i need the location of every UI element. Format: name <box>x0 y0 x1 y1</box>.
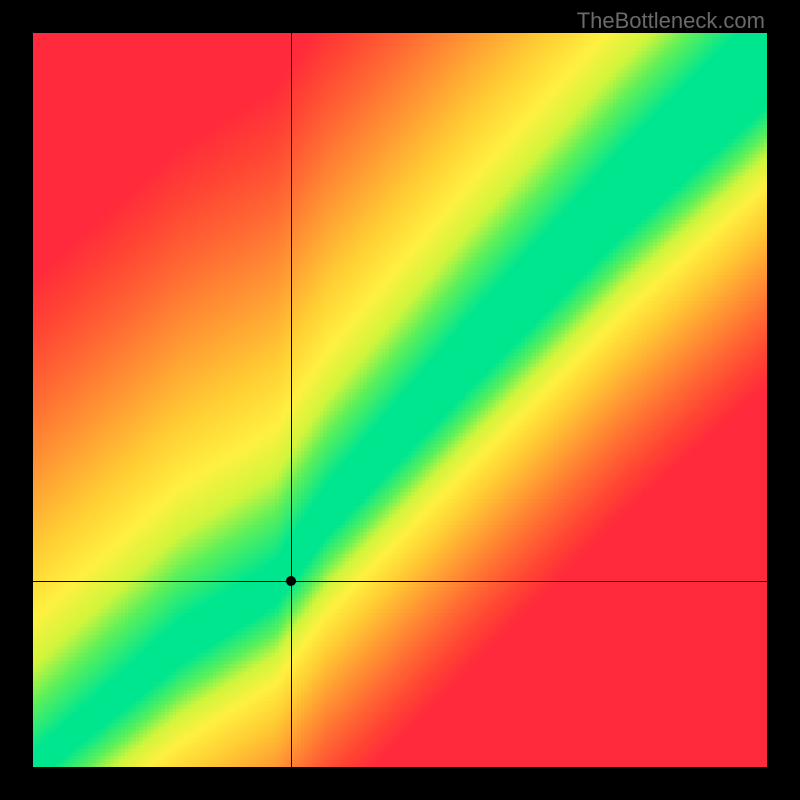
crosshair-horizontal <box>33 581 767 582</box>
bottleneck-heatmap <box>33 33 767 767</box>
intersection-marker <box>286 576 296 586</box>
heatmap-canvas <box>33 33 767 767</box>
watermark-text: TheBottleneck.com <box>577 8 765 34</box>
crosshair-vertical <box>291 33 292 767</box>
